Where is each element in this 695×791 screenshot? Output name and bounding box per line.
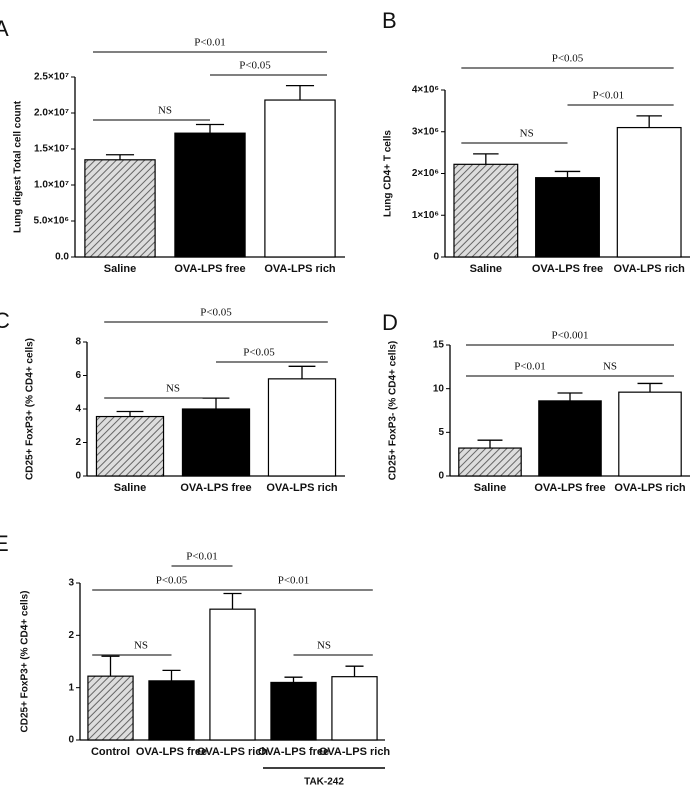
panel-letter: C bbox=[0, 308, 10, 333]
y-tick-label: 0 bbox=[433, 252, 439, 263]
y-tick-label: 1.0×10⁷ bbox=[34, 180, 69, 191]
significance-label: NS bbox=[520, 128, 534, 140]
bar bbox=[331, 676, 378, 741]
y-tick-label: 2×10⁶ bbox=[412, 168, 439, 179]
y-tick-label: 2.5×10⁷ bbox=[34, 72, 69, 83]
x-tick-label: OVA-LPS free bbox=[180, 482, 251, 494]
y-tick-label: 0 bbox=[438, 471, 444, 482]
panel-letter: B bbox=[382, 8, 397, 33]
significance-label: P<0.05 bbox=[552, 53, 584, 65]
significance-label: NS bbox=[603, 361, 617, 373]
x-tick-label: Control bbox=[91, 746, 130, 758]
significance-label: NS bbox=[166, 383, 180, 395]
x-tick-label: OVA-LPS rich bbox=[197, 746, 269, 758]
y-tick-label: 15 bbox=[433, 340, 445, 351]
significance-label: P<0.001 bbox=[551, 330, 588, 342]
significance-label: P<0.01 bbox=[194, 37, 226, 49]
group-label: TAK-242 bbox=[304, 777, 344, 788]
x-tick-label: OVA-LPS rich bbox=[319, 746, 391, 758]
y-axis-label: CD25+ FoxP3+ (% CD4+ cells) bbox=[25, 338, 36, 480]
bar bbox=[95, 415, 165, 477]
bar bbox=[453, 163, 519, 258]
x-tick-label: Saline bbox=[104, 263, 136, 275]
significance-label: P<0.01 bbox=[514, 361, 546, 373]
y-tick-label: 0 bbox=[75, 471, 81, 482]
x-tick-label: Saline bbox=[114, 482, 146, 494]
bar bbox=[267, 378, 337, 477]
x-tick-label: OVA-LPS free bbox=[532, 263, 603, 275]
y-tick-label: 5.0×10⁶ bbox=[34, 216, 69, 227]
x-tick-label: OVA-LPS rich bbox=[264, 263, 336, 275]
y-tick-label: 1.5×10⁷ bbox=[34, 144, 69, 155]
bar bbox=[618, 391, 682, 477]
bar bbox=[538, 400, 602, 477]
panel-letter: E bbox=[0, 531, 9, 556]
bar bbox=[616, 126, 682, 258]
x-tick-label: OVA-LPS free bbox=[534, 482, 605, 494]
bar bbox=[458, 447, 522, 477]
x-tick-label: Saline bbox=[470, 263, 502, 275]
significance-label: P<0.05 bbox=[243, 347, 275, 359]
x-tick-label: OVA-LPS rich bbox=[614, 482, 686, 494]
x-tick-label: OVA-LPS free bbox=[258, 746, 329, 758]
significance-label: NS bbox=[158, 105, 172, 117]
y-tick-label: 0 bbox=[68, 735, 74, 746]
y-tick-label: 1×10⁶ bbox=[412, 210, 439, 221]
panel-letter: D bbox=[382, 310, 398, 335]
bar bbox=[181, 408, 251, 477]
significance-label: P<0.05 bbox=[200, 307, 232, 319]
x-tick-label: OVA-LPS rich bbox=[614, 263, 686, 275]
x-tick-label: OVA-LPS free bbox=[136, 746, 207, 758]
significance-label: P<0.01 bbox=[186, 551, 218, 563]
bar bbox=[535, 177, 600, 258]
y-tick-label: 4 bbox=[75, 404, 81, 415]
significance-label: NS bbox=[134, 640, 148, 652]
bar bbox=[174, 132, 246, 258]
y-axis-label: CD25+ FoxP3- (% CD4+ cells) bbox=[388, 341, 399, 481]
y-tick-label: 3×10⁶ bbox=[412, 126, 439, 137]
y-axis-label: CD25+ FoxP3+ (% CD4+ cells) bbox=[20, 590, 31, 732]
y-tick-label: 5 bbox=[438, 427, 444, 438]
y-axis-label: Lung digest Total cell count bbox=[13, 100, 24, 233]
y-tick-label: 1 bbox=[68, 682, 74, 693]
bar bbox=[264, 99, 336, 258]
y-axis-label: Lung CD4+ T cells bbox=[383, 130, 394, 217]
significance-label: NS bbox=[317, 640, 331, 652]
significance-label: P<0.01 bbox=[593, 90, 625, 102]
y-tick-label: 8 bbox=[75, 337, 81, 348]
y-tick-label: 2 bbox=[68, 630, 74, 641]
bar bbox=[87, 675, 134, 741]
y-tick-label: 3 bbox=[68, 578, 74, 589]
bar bbox=[84, 159, 156, 258]
significance-label: P<0.01 bbox=[278, 575, 310, 587]
significance-label: P<0.05 bbox=[239, 60, 271, 72]
y-tick-label: 2.0×10⁷ bbox=[34, 108, 69, 119]
x-tick-label: OVA-LPS rich bbox=[266, 482, 338, 494]
y-tick-label: 10 bbox=[433, 383, 445, 394]
x-tick-label: OVA-LPS free bbox=[174, 263, 245, 275]
y-tick-label: 0.0 bbox=[55, 252, 69, 263]
bar bbox=[209, 608, 256, 741]
significance-label: P<0.05 bbox=[156, 575, 188, 587]
bar bbox=[270, 681, 317, 741]
bar bbox=[148, 680, 195, 741]
y-tick-label: 6 bbox=[75, 370, 81, 381]
panel-letter: A bbox=[0, 16, 9, 41]
y-tick-label: 2 bbox=[75, 437, 81, 448]
x-tick-label: Saline bbox=[474, 482, 506, 494]
y-tick-label: 4×10⁶ bbox=[412, 85, 439, 96]
